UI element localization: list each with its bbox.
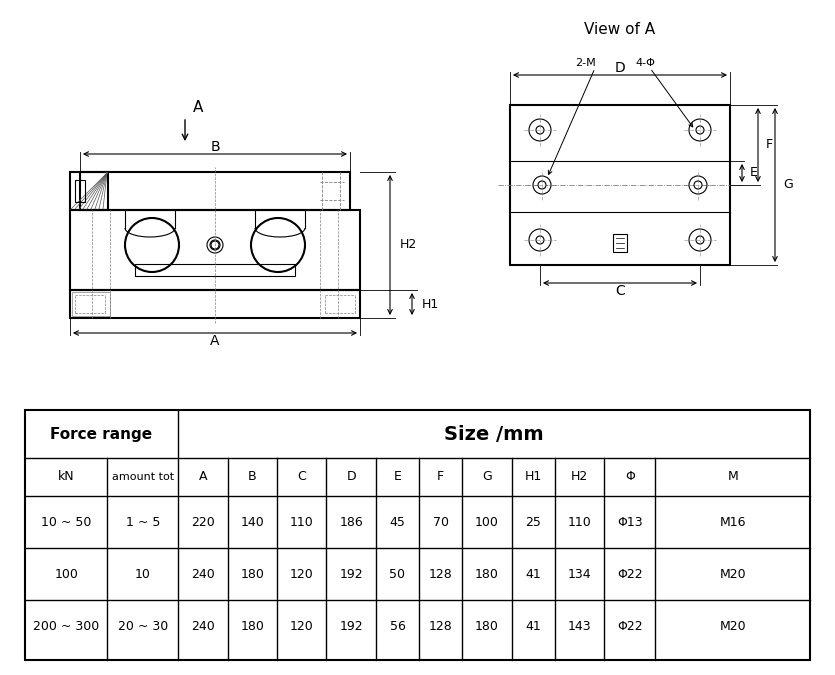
Text: A: A [199,470,207,483]
Text: 180: 180 [240,568,264,580]
Text: 180: 180 [475,568,498,580]
Text: 70: 70 [433,516,448,529]
Text: H1: H1 [422,298,439,310]
Text: 1 ~ 5: 1 ~ 5 [125,516,160,529]
Text: 110: 110 [568,516,591,529]
Text: A: A [193,100,204,115]
Bar [80,172,350,210]
Text: 100: 100 [54,568,78,580]
Text: 128: 128 [429,568,453,580]
Text: 240: 240 [191,568,215,580]
Circle shape [538,181,546,189]
Text: 4-Φ: 4-Φ [635,58,655,68]
Bar [70,210,360,290]
Text: 180: 180 [475,620,498,632]
Text: kN: kN [58,470,74,483]
Text: C: C [297,470,306,483]
Text: 41: 41 [525,568,541,580]
Text: View of A: View of A [584,22,655,37]
Text: M20: M20 [720,568,746,580]
Text: M: M [727,470,738,483]
Text: H1: H1 [524,470,542,483]
Text: C: C [615,284,625,298]
Text: G: G [783,178,792,192]
Text: D: D [615,61,625,75]
Text: 10: 10 [134,568,150,580]
Bar [613,234,627,252]
Text: D: D [347,470,356,483]
Text: Force range: Force range [50,427,153,441]
Circle shape [696,236,704,244]
Text: 25: 25 [525,516,541,529]
Text: 240: 240 [191,620,215,632]
Text: B: B [248,470,256,483]
Bar [75,180,85,202]
Text: 128: 128 [429,620,453,632]
Text: M16: M16 [720,516,746,529]
Text: 120: 120 [290,568,314,580]
Text: H2: H2 [571,470,588,483]
Text: 220: 220 [191,516,215,529]
Text: Φ13: Φ13 [617,516,643,529]
Text: 56: 56 [390,620,406,632]
Text: 200 ~ 300: 200 ~ 300 [33,620,99,632]
Text: Φ22: Φ22 [617,568,643,580]
Circle shape [694,181,702,189]
Bar [135,264,295,276]
Text: E: E [393,470,402,483]
Text: amount tot: amount tot [112,472,174,482]
Text: 180: 180 [240,620,264,632]
Circle shape [696,126,704,134]
Text: E: E [750,167,758,180]
Bar [510,105,730,265]
Text: 192: 192 [339,620,363,632]
Text: B: B [210,140,220,154]
Bar [72,292,110,316]
Circle shape [211,241,219,249]
Text: 10 ~ 50: 10 ~ 50 [41,516,91,529]
Text: 41: 41 [525,620,541,632]
Circle shape [536,126,544,134]
Text: H2: H2 [400,238,418,252]
Text: 134: 134 [568,568,591,580]
Text: Φ: Φ [625,470,635,483]
Text: 50: 50 [389,568,406,580]
Text: 143: 143 [568,620,591,632]
Circle shape [536,236,544,244]
Text: 140: 140 [240,516,264,529]
Bar [25,410,810,660]
Text: F: F [437,470,444,483]
Text: F: F [766,138,773,151]
Text: 45: 45 [390,516,406,529]
Text: 20 ~ 30: 20 ~ 30 [118,620,168,632]
Text: M20: M20 [720,620,746,632]
Text: 100: 100 [475,516,498,529]
Text: 120: 120 [290,620,314,632]
Text: 192: 192 [339,568,363,580]
Text: 2-M: 2-M [574,58,595,68]
Text: Φ22: Φ22 [617,620,643,632]
Text: 110: 110 [290,516,314,529]
Bar [70,290,360,318]
Text: Size /mm: Size /mm [444,425,544,443]
Bar [70,172,108,210]
Text: 186: 186 [339,516,363,529]
Text: A: A [210,334,220,348]
Text: G: G [482,470,492,483]
